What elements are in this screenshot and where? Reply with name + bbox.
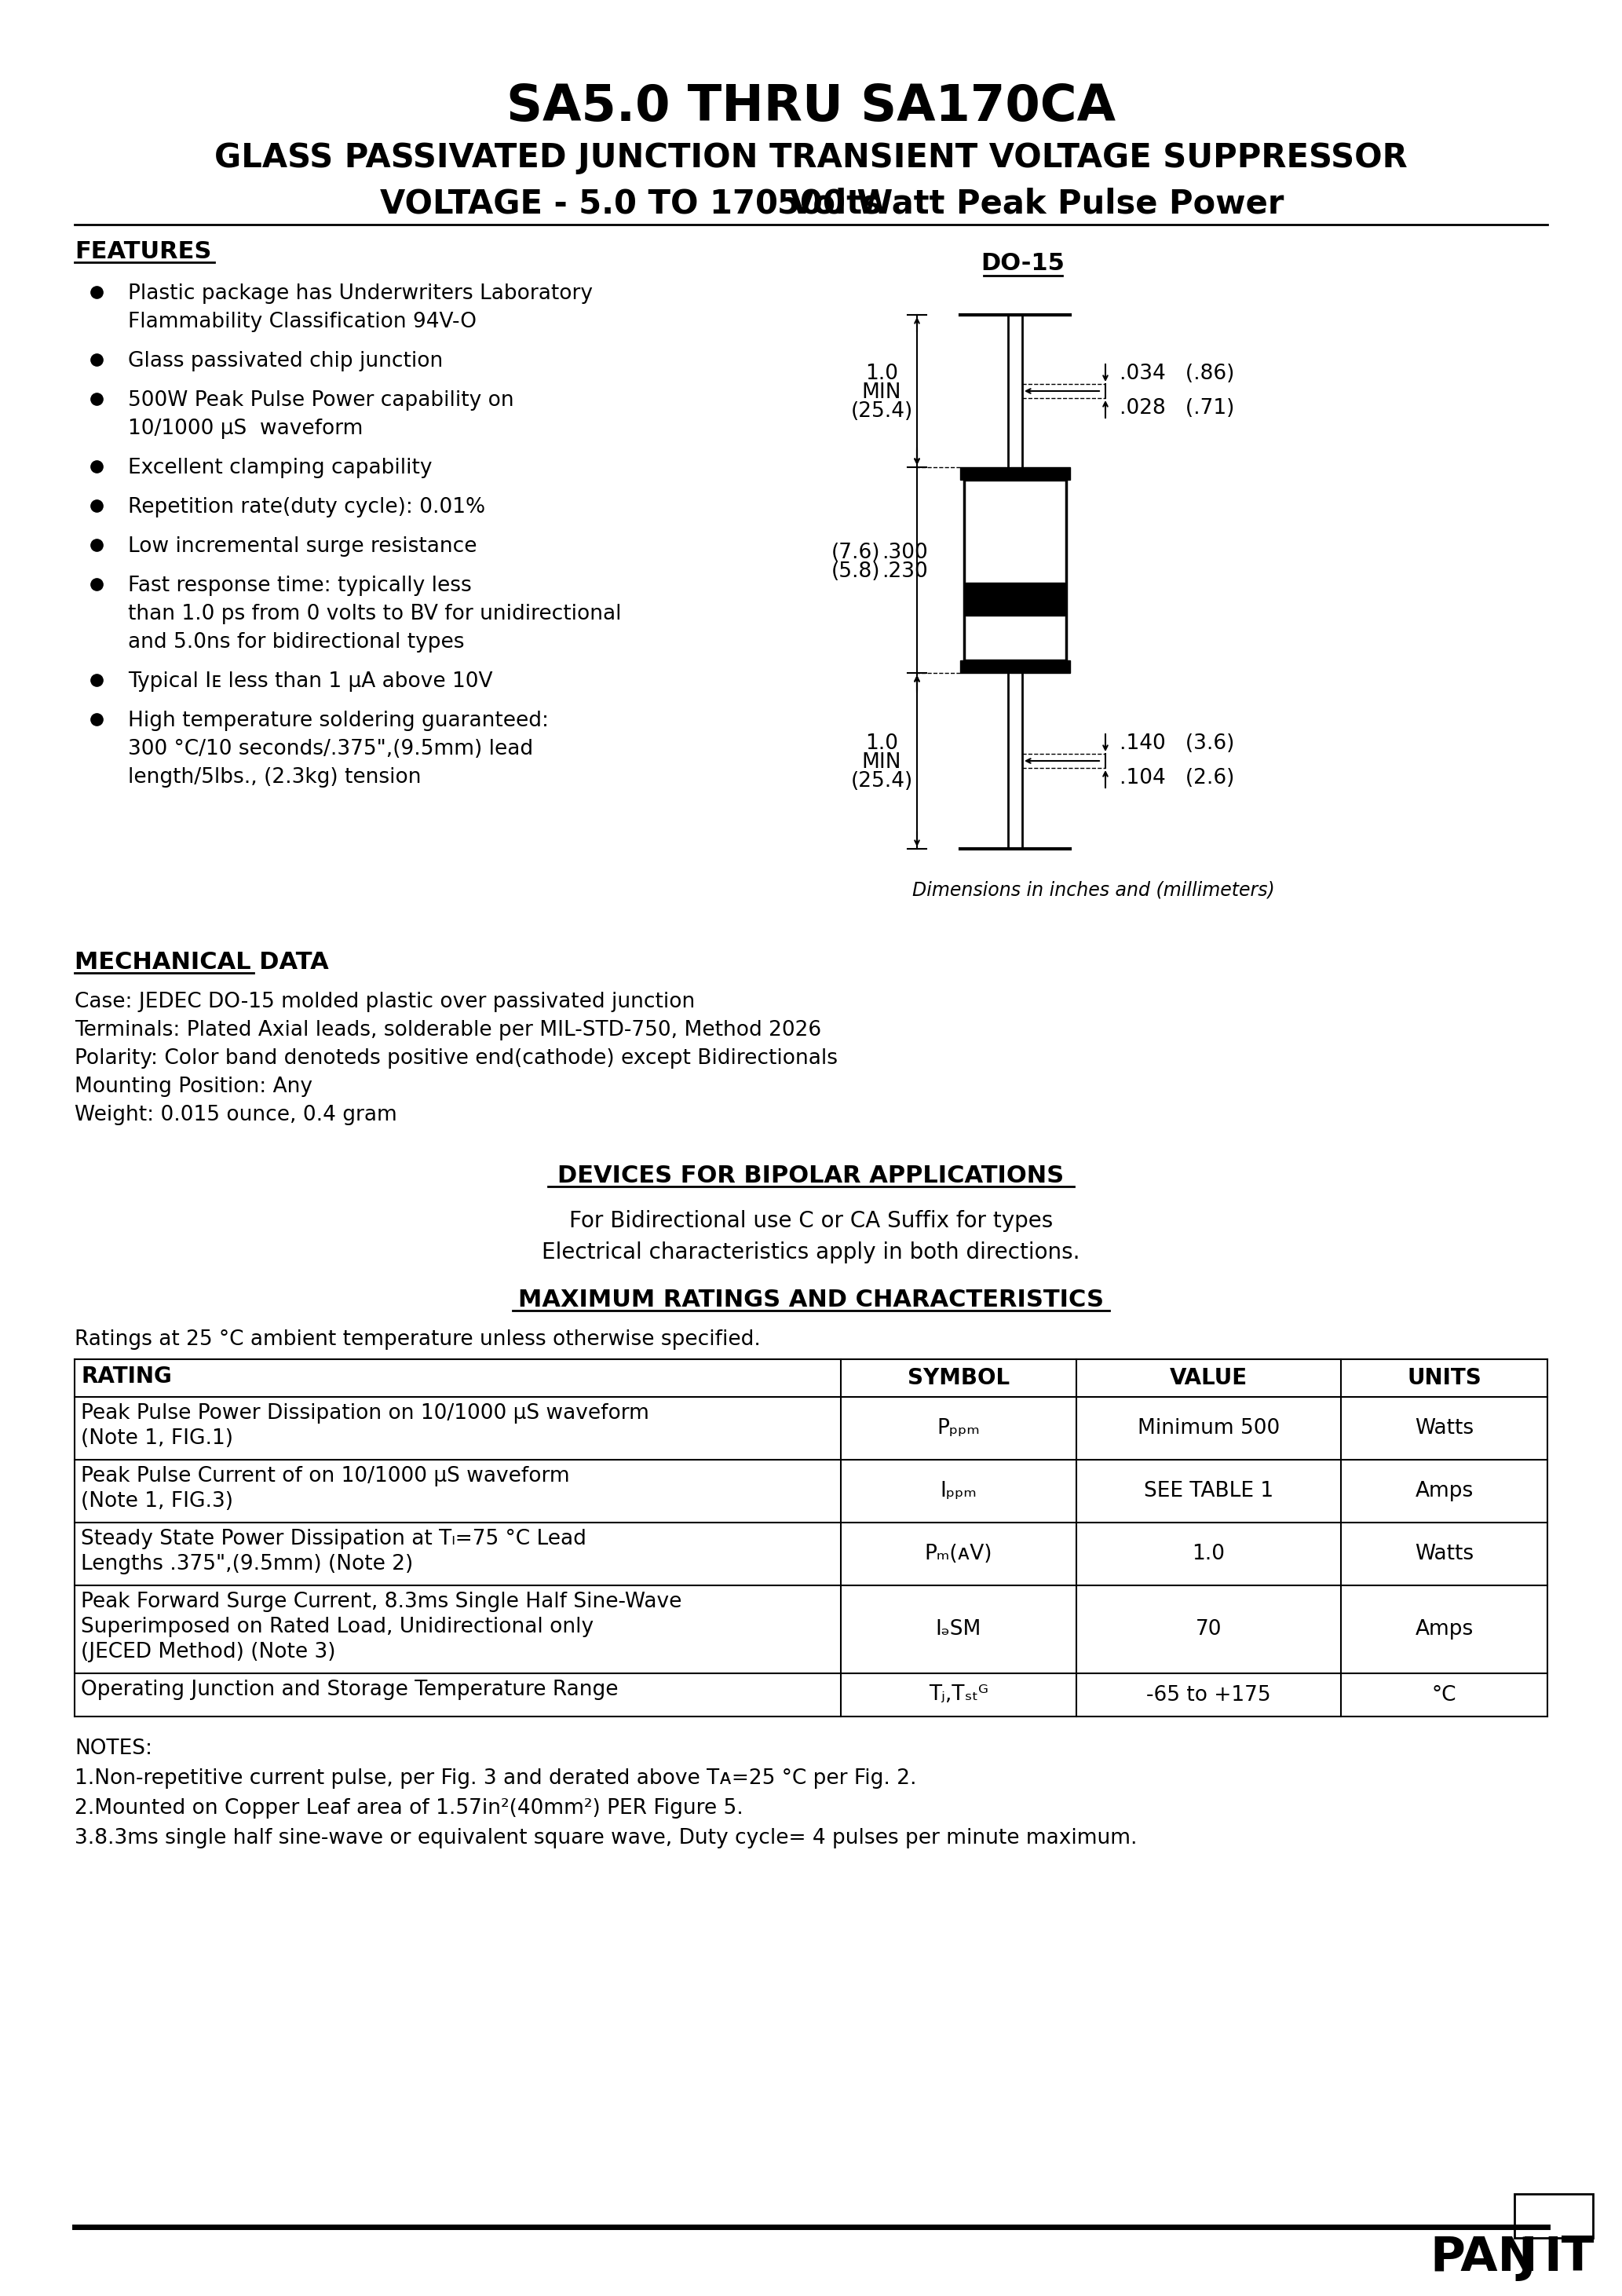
Text: Lengths .375",(9.5mm) (Note 2): Lengths .375",(9.5mm) (Note 2) — [81, 1554, 414, 1575]
Text: (25.4): (25.4) — [850, 402, 913, 422]
Text: (JECED Method) (Note 3): (JECED Method) (Note 3) — [81, 1642, 336, 1662]
Text: VALUE: VALUE — [1169, 1366, 1247, 1389]
Text: 1.0: 1.0 — [865, 732, 899, 753]
Text: MIN: MIN — [861, 753, 902, 774]
Text: 500 Watt Peak Pulse Power: 500 Watt Peak Pulse Power — [777, 186, 1285, 220]
Text: IT: IT — [1544, 2234, 1594, 2282]
Text: (5.8): (5.8) — [830, 563, 881, 581]
Text: RATING: RATING — [81, 1366, 172, 1387]
Bar — [960, 661, 1071, 673]
Text: .300: .300 — [882, 542, 928, 563]
Text: and 5.0ns for bidirectional types: and 5.0ns for bidirectional types — [128, 631, 464, 652]
Text: (Note 1, FIG.1): (Note 1, FIG.1) — [81, 1428, 234, 1449]
Text: High temperature soldering guaranteed:: High temperature soldering guaranteed: — [128, 712, 548, 730]
Text: NOTES:: NOTES: — [75, 1738, 152, 1759]
Text: UNITS: UNITS — [1408, 1366, 1481, 1389]
Text: Peak Forward Surge Current, 8.3ms Single Half Sine-Wave: Peak Forward Surge Current, 8.3ms Single… — [81, 1591, 681, 1612]
Text: PAN: PAN — [1429, 2234, 1538, 2282]
Text: Amps: Amps — [1414, 1619, 1473, 1639]
Text: than 1.0 ps from 0 volts to BV for unidirectional: than 1.0 ps from 0 volts to BV for unidi… — [128, 604, 621, 625]
Text: Iₚₚₘ: Iₚₚₘ — [939, 1481, 976, 1502]
Text: Peak Pulse Power Dissipation on 10/1000 µS waveform: Peak Pulse Power Dissipation on 10/1000 … — [81, 1403, 649, 1424]
Text: 300 °C/10 seconds/.375",(9.5mm) lead: 300 °C/10 seconds/.375",(9.5mm) lead — [128, 739, 534, 760]
Text: Watts: Watts — [1414, 1419, 1474, 1440]
Text: Plastic package has Underwriters Laboratory: Plastic package has Underwriters Laborat… — [128, 282, 592, 303]
Text: .028   (.71): .028 (.71) — [1119, 397, 1234, 418]
Text: Fast response time: typically less: Fast response time: typically less — [128, 576, 472, 597]
Text: SA5.0 THRU SA170CA: SA5.0 THRU SA170CA — [506, 83, 1116, 131]
Text: J: J — [1518, 2234, 1536, 2282]
Text: Mounting Position: Any: Mounting Position: Any — [75, 1077, 313, 1097]
Text: 1.0: 1.0 — [1192, 1543, 1225, 1564]
Text: Repetition rate(duty cycle): 0.01%: Repetition rate(duty cycle): 0.01% — [128, 496, 485, 517]
Text: SYMBOL: SYMBOL — [907, 1366, 1009, 1389]
Text: (7.6): (7.6) — [830, 542, 881, 563]
Bar — [1515, 2195, 1593, 2239]
Text: IₔSM: IₔSM — [936, 1619, 981, 1639]
Text: Terminals: Plated Axial leads, solderable per MIL-STD-750, Method 2026: Terminals: Plated Axial leads, solderabl… — [75, 1019, 821, 1040]
Text: Operating Junction and Storage Temperature Range: Operating Junction and Storage Temperatu… — [81, 1681, 618, 1699]
Text: Superimposed on Rated Load, Unidirectional only: Superimposed on Rated Load, Unidirection… — [81, 1616, 594, 1637]
Text: Electrical characteristics apply in both directions.: Electrical characteristics apply in both… — [542, 1242, 1080, 1263]
Text: DEVICES FOR BIPOLAR APPLICATIONS: DEVICES FOR BIPOLAR APPLICATIONS — [558, 1164, 1064, 1187]
Bar — [965, 583, 1064, 615]
Text: Minimum 500: Minimum 500 — [1137, 1419, 1280, 1440]
Text: GLASS PASSIVATED JUNCTION TRANSIENT VOLTAGE SUPPRESSOR: GLASS PASSIVATED JUNCTION TRANSIENT VOLT… — [214, 142, 1408, 174]
Text: Flammability Classification 94V-O: Flammability Classification 94V-O — [128, 312, 477, 333]
Text: Peak Pulse Current of on 10/1000 µS waveform: Peak Pulse Current of on 10/1000 µS wave… — [81, 1467, 569, 1486]
Text: DO-15: DO-15 — [981, 253, 1066, 276]
Text: 70: 70 — [1195, 1619, 1221, 1639]
Text: VOLTAGE - 5.0 TO 170 Volts: VOLTAGE - 5.0 TO 170 Volts — [380, 186, 881, 220]
Text: .230: .230 — [882, 563, 928, 581]
Text: Pₚₚₘ: Pₚₚₘ — [938, 1419, 980, 1440]
Text: .034   (.86): .034 (.86) — [1119, 363, 1234, 383]
Text: Weight: 0.015 ounce, 0.4 gram: Weight: 0.015 ounce, 0.4 gram — [75, 1104, 397, 1125]
Text: MECHANICAL DATA: MECHANICAL DATA — [75, 951, 329, 974]
Text: SEE TABLE 1: SEE TABLE 1 — [1144, 1481, 1273, 1502]
Text: Tⱼ,Tₛₜᴳ: Tⱼ,Tₛₜᴳ — [928, 1685, 988, 1706]
Text: 2.Mounted on Copper Leaf area of 1.57in²(40mm²) PER Figure 5.: 2.Mounted on Copper Leaf area of 1.57in²… — [75, 1798, 743, 1818]
Text: .140   (3.6): .140 (3.6) — [1119, 732, 1234, 753]
Text: -65 to +175: -65 to +175 — [1147, 1685, 1272, 1706]
Text: MIN: MIN — [861, 383, 902, 402]
Text: FEATURES: FEATURES — [75, 241, 211, 264]
Text: Excellent clamping capability: Excellent clamping capability — [128, 457, 431, 478]
Text: Pₘ(ᴀV): Pₘ(ᴀV) — [925, 1543, 993, 1564]
Bar — [963, 480, 1066, 661]
Text: (25.4): (25.4) — [850, 771, 913, 792]
Text: 10/1000 µS  waveform: 10/1000 µS waveform — [128, 418, 363, 439]
Text: Watts: Watts — [1414, 1543, 1474, 1564]
Text: length/5lbs., (2.3kg) tension: length/5lbs., (2.3kg) tension — [128, 767, 422, 788]
Text: 1.Non-repetitive current pulse, per Fig. 3 and derated above Tᴀ=25 °C per Fig. 2: 1.Non-repetitive current pulse, per Fig.… — [75, 1768, 916, 1789]
Bar — [960, 466, 1071, 480]
Text: 1.0: 1.0 — [865, 363, 899, 383]
Text: Steady State Power Dissipation at Tₗ=75 °C Lead: Steady State Power Dissipation at Tₗ=75 … — [81, 1529, 587, 1550]
Text: Case: JEDEC DO-15 molded plastic over passivated junction: Case: JEDEC DO-15 molded plastic over pa… — [75, 992, 694, 1013]
Text: Polarity: Color band denoteds positive end(cathode) except Bidirectionals: Polarity: Color band denoteds positive e… — [75, 1049, 837, 1068]
Text: For Bidirectional use C or CA Suffix for types: For Bidirectional use C or CA Suffix for… — [569, 1210, 1053, 1233]
Text: °C: °C — [1432, 1685, 1457, 1706]
Text: 3.8.3ms single half sine-wave or equivalent square wave, Duty cycle= 4 pulses pe: 3.8.3ms single half sine-wave or equival… — [75, 1828, 1137, 1848]
Text: Typical Iᴇ less than 1 µA above 10V: Typical Iᴇ less than 1 µA above 10V — [128, 670, 493, 691]
Text: (Note 1, FIG.3): (Note 1, FIG.3) — [81, 1490, 234, 1511]
Text: Low incremental surge resistance: Low incremental surge resistance — [128, 537, 477, 556]
Text: Ratings at 25 °C ambient temperature unless otherwise specified.: Ratings at 25 °C ambient temperature unl… — [75, 1329, 761, 1350]
Text: Dimensions in inches and (millimeters): Dimensions in inches and (millimeters) — [912, 879, 1275, 900]
Text: 500W Peak Pulse Power capability on: 500W Peak Pulse Power capability on — [128, 390, 514, 411]
Text: .104   (2.6): .104 (2.6) — [1119, 767, 1234, 788]
Text: MAXIMUM RATINGS AND CHARACTERISTICS: MAXIMUM RATINGS AND CHARACTERISTICS — [517, 1288, 1105, 1311]
Text: Amps: Amps — [1414, 1481, 1473, 1502]
Text: Glass passivated chip junction: Glass passivated chip junction — [128, 351, 443, 372]
